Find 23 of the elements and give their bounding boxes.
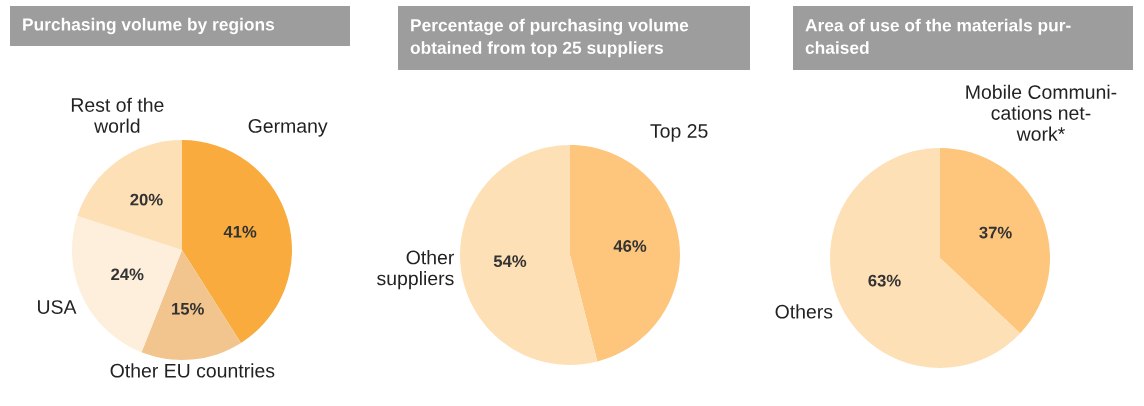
slice-label: Top 25 [650, 124, 708, 142]
slice-label: Other EU countries [110, 363, 275, 378]
slice-label: Germany [248, 119, 328, 137]
slice-label: Other suppliers [377, 250, 454, 290]
chart-title: Purchasing volume by regions [23, 17, 275, 35]
slice-label: Others [775, 304, 833, 319]
chart-title: Area of use of the materials pur- chaised [805, 18, 1071, 54]
pie-slice [77, 140, 182, 250]
slice-label: Rest of the world [71, 97, 164, 133]
pie-slice [940, 148, 1050, 334]
data-label: 63% [868, 274, 901, 287]
data-label: 37% [979, 226, 1012, 239]
data-label: 15% [172, 302, 204, 315]
data-label: 24% [111, 268, 144, 281]
slice-label: USA [38, 300, 77, 314]
data-label: 41% [223, 225, 257, 238]
data-label: 46% [613, 240, 647, 252]
slice-label: Mobile Communi- cations net- work* [966, 84, 1117, 141]
data-label: 54% [493, 255, 527, 268]
data-label: 20% [130, 193, 163, 206]
chart-title: Percentage of purchasing volume obtained from top 25 suppliers [410, 18, 689, 58]
pie-slice [570, 145, 680, 362]
pie-slice [460, 145, 598, 365]
